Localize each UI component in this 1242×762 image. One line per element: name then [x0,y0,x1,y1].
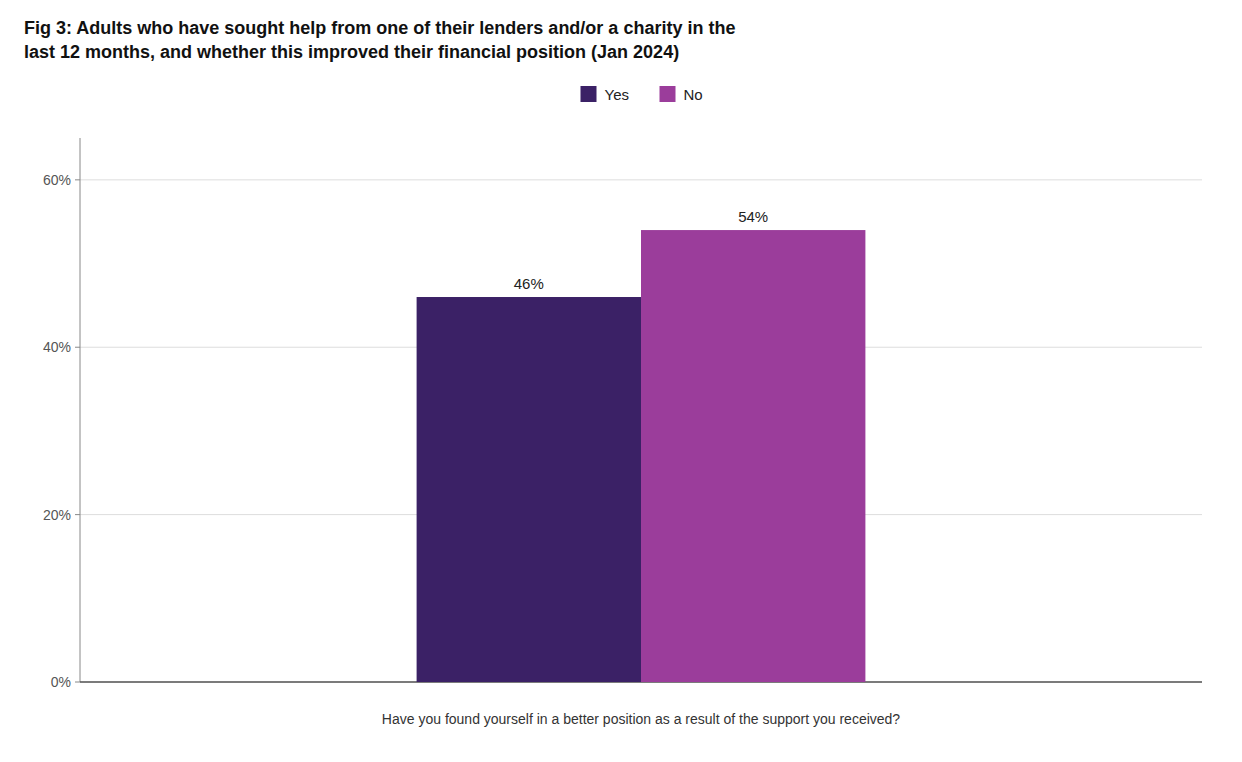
legend-swatch [660,86,676,102]
grid-line [80,179,1202,180]
y-tick [75,514,80,515]
chart-container: Fig 3: Adults who have sought help from … [0,0,1242,762]
data-label: 46% [514,275,544,292]
data-labels: 46% 54% [514,208,768,292]
x-axis-label: Have you found yourself in a better posi… [382,711,901,727]
legend-label: Yes [605,86,629,103]
bar [641,230,865,682]
bar [417,297,641,682]
chart-title: Fig 3: Adults who have sought help from … [24,18,735,62]
y-tick-label: 0% [51,674,71,690]
y-ticks: 0% 20% 40% 60% [43,172,80,690]
y-axis-line [80,138,81,682]
legend: Yes No [581,86,703,103]
y-tick [75,179,80,180]
title-line: last 12 months, and whether this improve… [24,42,679,62]
grid [80,180,1202,682]
y-tick-label: 60% [43,172,71,188]
chart-svg: Fig 3: Adults who have sought help from … [0,0,1242,762]
y-tick-label: 40% [43,339,71,355]
bars [417,230,866,682]
data-label: 54% [738,208,768,225]
y-tick [75,347,80,348]
y-tick [75,682,80,683]
y-tick-label: 20% [43,507,71,523]
legend-swatch [581,86,597,102]
title-line: Fig 3: Adults who have sought help from … [24,18,735,38]
legend-label: No [684,86,703,103]
